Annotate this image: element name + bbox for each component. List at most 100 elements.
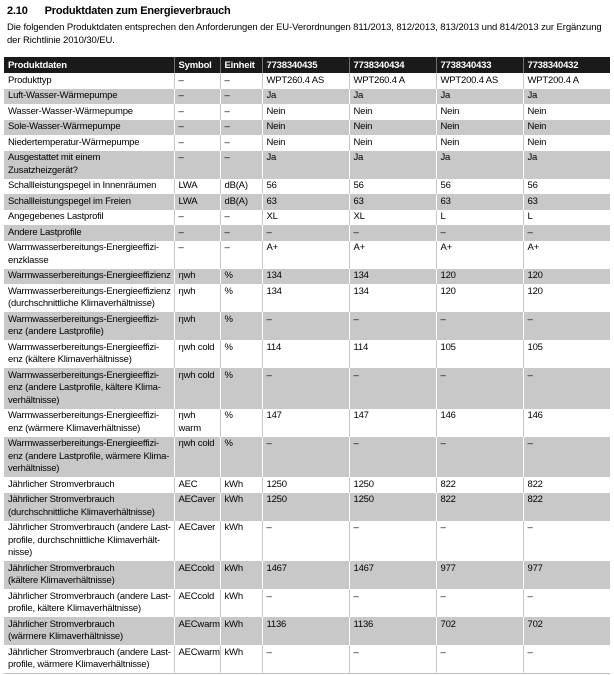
cell-value: – — [435, 368, 523, 409]
cell-unit: – — [219, 150, 262, 179]
cell-value: – — [261, 368, 349, 409]
cell-value: – — [435, 312, 523, 340]
cell-symbol: – — [173, 240, 220, 269]
cell-value: 1250 — [348, 477, 436, 493]
table-row: Jährlicher Stromverbrauch (kältere Klima… — [4, 561, 610, 589]
cell-value: 56 — [348, 178, 436, 194]
cell-value: Ja — [435, 88, 523, 104]
table-header-row: Produktdaten Symbol Einheit 7738340435 77383… — [4, 57, 610, 73]
cell-symbol: – — [173, 225, 220, 241]
table-row: Niedertemperatur-Wärmepumpe – – Nein Nein Nei… — [4, 135, 610, 151]
cell-value: Nein — [522, 135, 610, 151]
cell-unit: – — [219, 135, 262, 151]
cell-value: WPT260.4 A — [348, 73, 436, 89]
table-row: Warmwasserbereitungs-Energieeffizi- enzk… — [4, 240, 610, 269]
table-row: Andere Lastprofile – – – – – – — [4, 225, 610, 241]
cell-unit: kWh — [219, 520, 262, 561]
cell-value: 134 — [261, 284, 349, 312]
cell-value: A+ — [522, 240, 610, 269]
cell-value: 114 — [261, 340, 349, 368]
cell-value: 56 — [435, 178, 523, 194]
cell-value: Ja — [522, 88, 610, 104]
cell-value: – — [435, 645, 523, 674]
cell-value: 822 — [522, 477, 610, 493]
cell-label: Andere Lastprofile — [4, 225, 174, 241]
section-heading: 2.10 Produktdaten zum Energieverbrauch — [7, 5, 610, 17]
cell-symbol: – — [173, 73, 220, 89]
cell-value: 134 — [261, 268, 349, 284]
cell-value: Nein — [348, 119, 436, 135]
cell-value: Nein — [348, 135, 436, 151]
cell-value: – — [261, 436, 349, 477]
cell-label: Warmwasserbereitungs-Energieeffizi- enz … — [4, 368, 174, 409]
section-title: Produktdaten zum Energieverbrauch — [44, 5, 231, 17]
cell-value: 147 — [348, 408, 436, 437]
cell-unit: kWh — [219, 589, 262, 617]
cell-value: 56 — [261, 178, 349, 194]
cell-label: Jährlicher Stromverbrauch (kältere Klima… — [4, 561, 174, 589]
cell-unit: kWh — [219, 477, 262, 493]
column-header: 7738340434 — [348, 57, 436, 73]
cell-value: Nein — [435, 104, 523, 120]
cell-value: Nein — [435, 135, 523, 151]
cell-label: Warmwasserbereitungs-Energieeffizi- enz … — [4, 436, 174, 477]
cell-value: 1250 — [348, 492, 436, 521]
cell-value: Nein — [522, 104, 610, 120]
column-header: Symbol — [173, 57, 220, 73]
cell-value: L — [435, 209, 523, 225]
cell-symbol: ηwh warm — [173, 408, 220, 437]
cell-unit: – — [219, 225, 262, 241]
cell-value: – — [522, 225, 610, 241]
cell-value: 977 — [435, 561, 523, 589]
cell-value: 120 — [435, 284, 523, 312]
cell-label: Sole-Wasser-Wärmepumpe — [4, 119, 174, 135]
cell-value: Ja — [261, 88, 349, 104]
cell-unit: kWh — [219, 492, 262, 521]
cell-unit: % — [219, 312, 262, 340]
column-header: 7738340435 — [261, 57, 349, 73]
cell-value: – — [522, 436, 610, 477]
cell-value: – — [522, 589, 610, 617]
cell-value: 822 — [435, 477, 523, 493]
cell-symbol: – — [173, 150, 220, 179]
cell-value: 105 — [522, 340, 610, 368]
cell-unit: % — [219, 340, 262, 368]
cell-value: Ja — [348, 150, 436, 179]
cell-value: – — [348, 589, 436, 617]
cell-unit: % — [219, 408, 262, 437]
cell-value: – — [348, 312, 436, 340]
table-row: Jährlicher Stromverbrauch (andere Last- … — [4, 589, 610, 617]
cell-unit: % — [219, 268, 262, 284]
cell-value: – — [348, 368, 436, 409]
cell-label: Warmwasserbereitungs-Energieeffizienz — [4, 268, 174, 284]
table-row: Warmwasserbereitungs-Energieeffizienz ηwh… — [4, 268, 610, 284]
table-body: Produkttyp – – WPT260.4 AS WPT260.4 A WPT200.… — [4, 73, 610, 674]
cell-value: – — [435, 225, 523, 241]
cell-value: 134 — [348, 284, 436, 312]
cell-value: – — [522, 368, 610, 409]
table-row: Angegebenes Lastprofil – – XL XL L L — [4, 209, 610, 225]
cell-symbol: ηwh cold — [173, 436, 220, 477]
table-row: Warmwasserbereitungs-Energieeffizienz (d… — [4, 284, 610, 312]
cell-unit: kWh — [219, 617, 262, 645]
column-header: 7738340433 — [435, 57, 523, 73]
table-row: Jährlicher Stromverbrauch (andere Last- … — [4, 645, 610, 674]
cell-value: WPT200.4 A — [522, 73, 610, 89]
cell-value: – — [435, 589, 523, 617]
product-data-table: Produktdaten Symbol Einheit 7738340435 77383… — [4, 57, 610, 674]
cell-symbol: AECaver — [173, 492, 220, 521]
table-row: Jährlicher Stromverbrauch (wärmere Klima… — [4, 617, 610, 645]
cell-unit: – — [219, 119, 262, 135]
cell-value: XL — [261, 209, 349, 225]
column-header: Einheit — [219, 57, 262, 73]
cell-value: – — [261, 520, 349, 561]
cell-value: 977 — [522, 561, 610, 589]
cell-symbol: – — [173, 135, 220, 151]
table-row: Warmwasserbereitungs-Energieeffizi- enz … — [4, 368, 610, 409]
cell-unit: % — [219, 436, 262, 477]
cell-symbol: – — [173, 104, 220, 120]
cell-label: Jährlicher Stromverbrauch — [4, 477, 174, 493]
cell-value: – — [522, 645, 610, 674]
cell-value: – — [522, 520, 610, 561]
cell-unit: – — [219, 240, 262, 269]
